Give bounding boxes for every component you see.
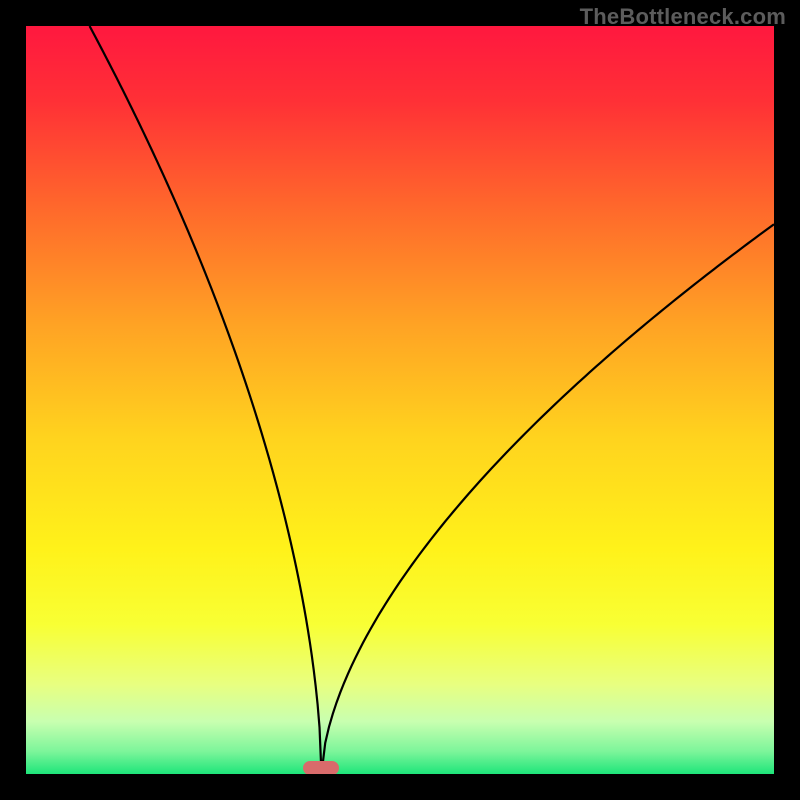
watermark-text: TheBottleneck.com [580, 4, 786, 30]
frame-border-bottom [0, 774, 800, 800]
frame-border-right [774, 0, 800, 800]
curve-layer [26, 26, 774, 774]
plot-area [26, 26, 774, 774]
frame-border-left [0, 0, 26, 800]
chart-container: TheBottleneck.com [0, 0, 800, 800]
v-curve-path [90, 26, 774, 774]
trough-marker [303, 761, 339, 774]
